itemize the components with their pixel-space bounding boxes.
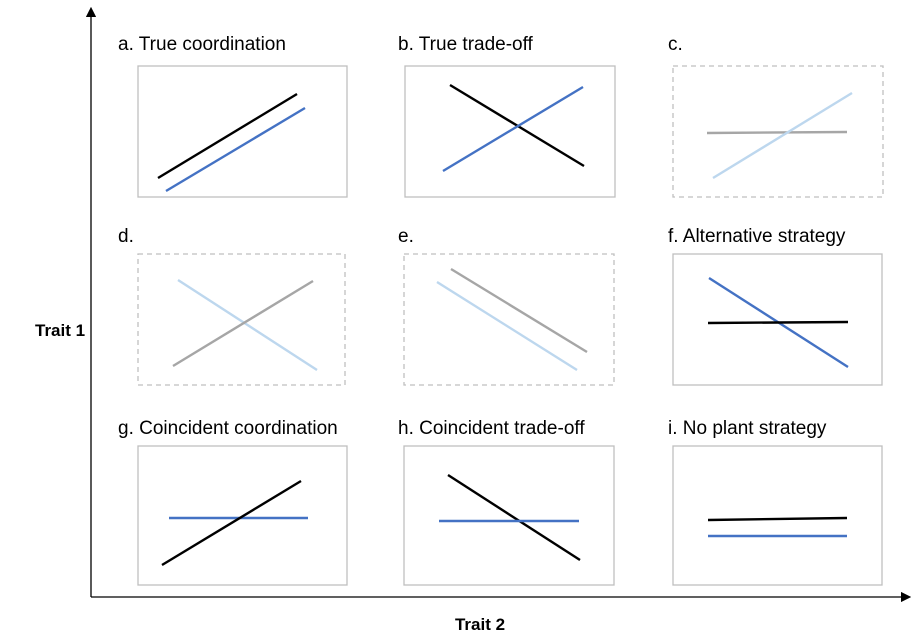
- y-axis-label: Trait 1: [35, 321, 85, 340]
- panel-a: [137, 65, 348, 198]
- panel-title: a. True coordination: [118, 34, 286, 55]
- panel-c: [672, 65, 884, 198]
- panel-title: i. No plant strategy: [668, 418, 827, 439]
- panel-b: [404, 65, 616, 198]
- panel-title: e.: [398, 226, 414, 247]
- panel-f: [672, 253, 883, 386]
- panel-i: [672, 445, 883, 586]
- panel-title: d.: [118, 226, 134, 247]
- x-axis-label: Trait 2: [455, 615, 505, 634]
- panel-title: h. Coincident trade-off: [398, 418, 585, 439]
- panel-title: c.: [668, 34, 683, 55]
- panel-title: b. True trade-off: [398, 34, 534, 55]
- panel-title: f. Alternative strategy: [668, 226, 846, 247]
- panel-g: [137, 445, 348, 586]
- panel-h: [403, 445, 615, 586]
- panel-e: [403, 253, 615, 386]
- panel-d: [137, 253, 346, 386]
- panel-title: g. Coincident coordination: [118, 418, 338, 439]
